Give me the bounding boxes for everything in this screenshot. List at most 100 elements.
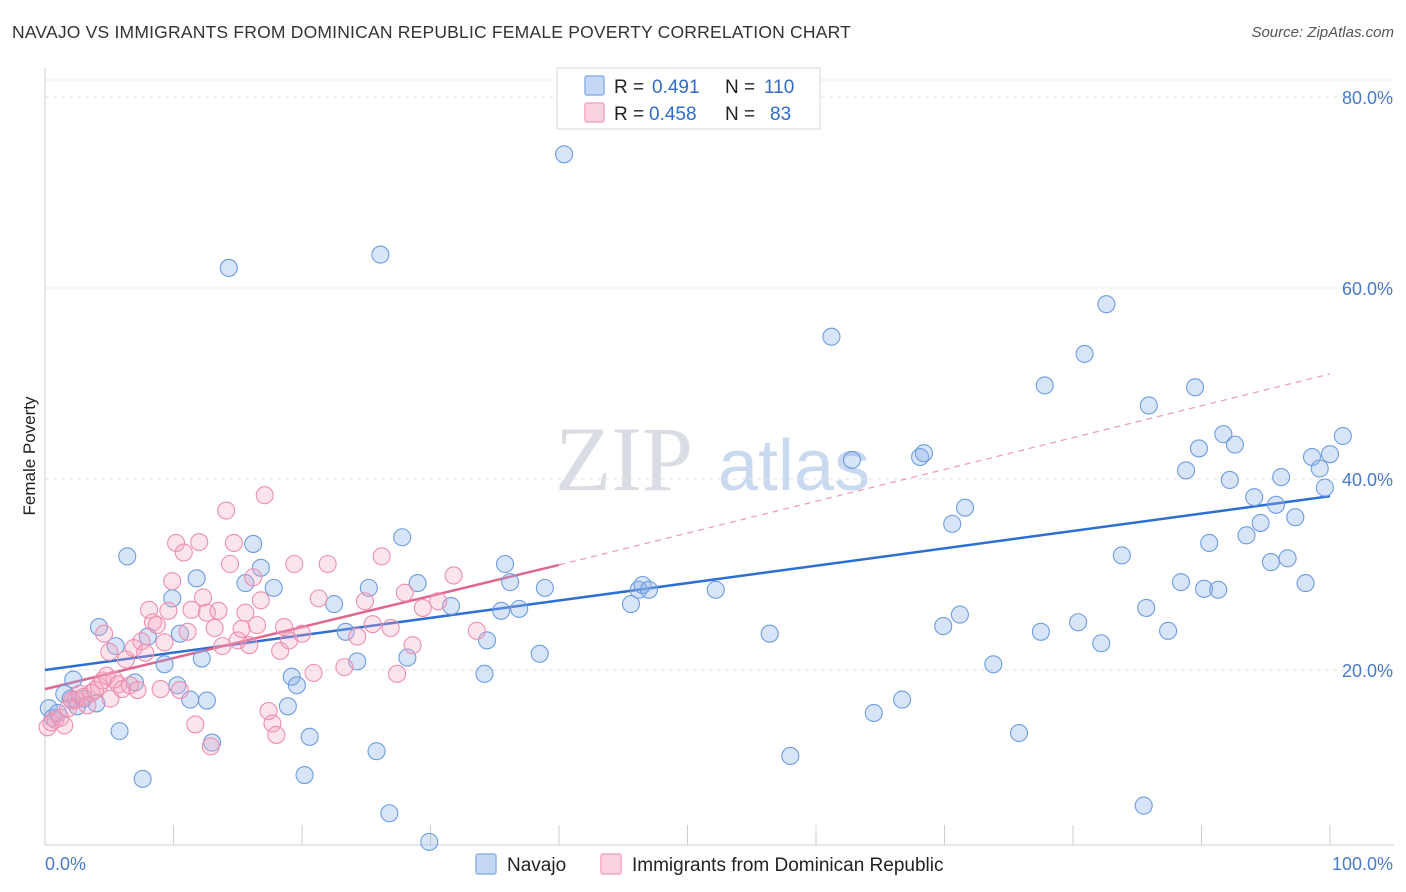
dominican-point: [335, 658, 354, 677]
navajo-point: [118, 547, 137, 566]
dominican-point: [309, 589, 328, 608]
dominican-point: [136, 643, 155, 662]
navajo-point: [219, 258, 238, 277]
navajo-point: [1220, 470, 1239, 490]
navajo-point: [287, 676, 306, 695]
navajo-point: [1237, 526, 1256, 545]
data-points: [38, 145, 1352, 851]
x-tick-label-start: 0.0%: [45, 854, 86, 874]
dominican-point: [255, 486, 274, 505]
navajo-point: [1186, 378, 1205, 397]
dominican-point: [167, 533, 186, 553]
legend-bottom-label-navajo: Navajo: [507, 855, 566, 876]
navajo-point: [914, 444, 933, 463]
navajo-point: [1031, 622, 1050, 641]
navajo-point: [408, 574, 427, 593]
dominican-point: [467, 621, 486, 640]
navajo-point: [934, 617, 953, 636]
dominican-point: [220, 554, 240, 574]
navajo-point: [1092, 634, 1111, 653]
navajo-point: [706, 580, 725, 599]
dominican-trend-line: [44, 563, 560, 691]
navajo-point: [530, 644, 549, 663]
navajo-point: [639, 580, 659, 599]
legend-n-label-navajo: N =: [725, 77, 755, 98]
navajo-point: [1315, 478, 1334, 497]
dominican-point: [190, 532, 209, 552]
dominican-point: [151, 680, 170, 699]
dominican-point: [232, 619, 251, 638]
navajo-point: [168, 676, 187, 695]
dominican-point: [95, 624, 114, 643]
navajo-point: [510, 599, 529, 618]
navajo-point: [1195, 579, 1214, 598]
dominican-point: [205, 618, 224, 638]
dominican-point: [209, 601, 228, 620]
navajo-point: [1009, 723, 1029, 743]
navajo-point: [244, 534, 263, 553]
navajo-point: [192, 649, 211, 668]
navajo-point: [282, 667, 301, 686]
dominican-point: [355, 592, 375, 611]
navajo-point: [501, 573, 520, 592]
navajo-point: [1075, 344, 1094, 363]
tick-labels: 20.0% 40.0% 60.0% 80.0% 0.0% 100.0%: [45, 88, 1393, 874]
navajo-point: [984, 655, 1003, 674]
legend-bottom-label-dominican: Immigrants from Dominican Republic: [632, 855, 944, 876]
dominican-point: [267, 725, 286, 744]
x-tick-label-end: 100.0%: [1332, 854, 1393, 874]
chart-title: NAVAJO VS IMMIGRANTS FROM DOMINICAN REPU…: [12, 22, 851, 42]
navajo-point: [1333, 426, 1352, 446]
navajo-point: [380, 804, 399, 823]
dominican-point: [213, 637, 232, 656]
legend-n-value-navajo: 110: [764, 77, 794, 98]
legend-n-label-dominican: N =: [725, 104, 755, 125]
navajo-point: [1137, 598, 1156, 617]
dominican-point: [304, 663, 323, 682]
y-tick-label: 40.0%: [1342, 470, 1393, 490]
dominican-point: [292, 624, 312, 643]
navajo-point: [1200, 533, 1219, 553]
dominican-point: [128, 681, 147, 700]
legend-bottom-swatch-dominican: [600, 853, 622, 875]
y-tick-label: 20.0%: [1342, 661, 1393, 681]
navajo-point: [555, 145, 574, 164]
navajo-point: [1261, 553, 1280, 572]
navajo-point: [420, 832, 439, 851]
navajo-point: [1134, 796, 1153, 815]
legend-r-label-navajo: R =: [614, 77, 644, 98]
legend-swatch-navajo: [584, 75, 605, 96]
navajo-point: [864, 703, 883, 723]
navajo-point: [1139, 396, 1158, 415]
legend-bottom: Navajo Immigrants from Dominican Republi…: [475, 853, 944, 876]
navajo-trend-line: [44, 494, 1331, 672]
navajo-point: [300, 727, 319, 746]
dominican-point: [251, 591, 270, 610]
dominican-point: [318, 554, 337, 574]
navajo-point: [1189, 439, 1208, 458]
navajo-point: [133, 769, 152, 788]
legend-top: R = 0.491 N = 110 R = 0.458 N = 83: [556, 67, 821, 130]
navajo-point: [1266, 495, 1286, 514]
dominican-point: [224, 533, 243, 553]
navajo-point: [1310, 459, 1329, 478]
dominican-point: [395, 583, 414, 602]
navajo-point: [1177, 461, 1196, 480]
dominican-point: [244, 568, 263, 587]
navajo-point: [1112, 546, 1131, 565]
navajo-point: [1069, 613, 1088, 632]
navajo-point: [251, 558, 270, 577]
legend-n-value-dominican: 83: [770, 104, 791, 125]
legend-r-label-dominican: R =: [614, 104, 644, 125]
legend-bottom-swatch-navajo: [475, 853, 497, 875]
navajo-point: [492, 601, 511, 620]
dominican-point: [178, 622, 197, 641]
dominican-point: [413, 598, 432, 617]
watermark-atlas: atlas: [718, 426, 870, 506]
navajo-point: [475, 664, 494, 683]
navajo-point: [264, 578, 283, 597]
navajo-point: [760, 624, 779, 643]
navajo-point: [842, 450, 862, 469]
navajo-point: [325, 595, 344, 614]
dominican-point: [381, 618, 400, 638]
